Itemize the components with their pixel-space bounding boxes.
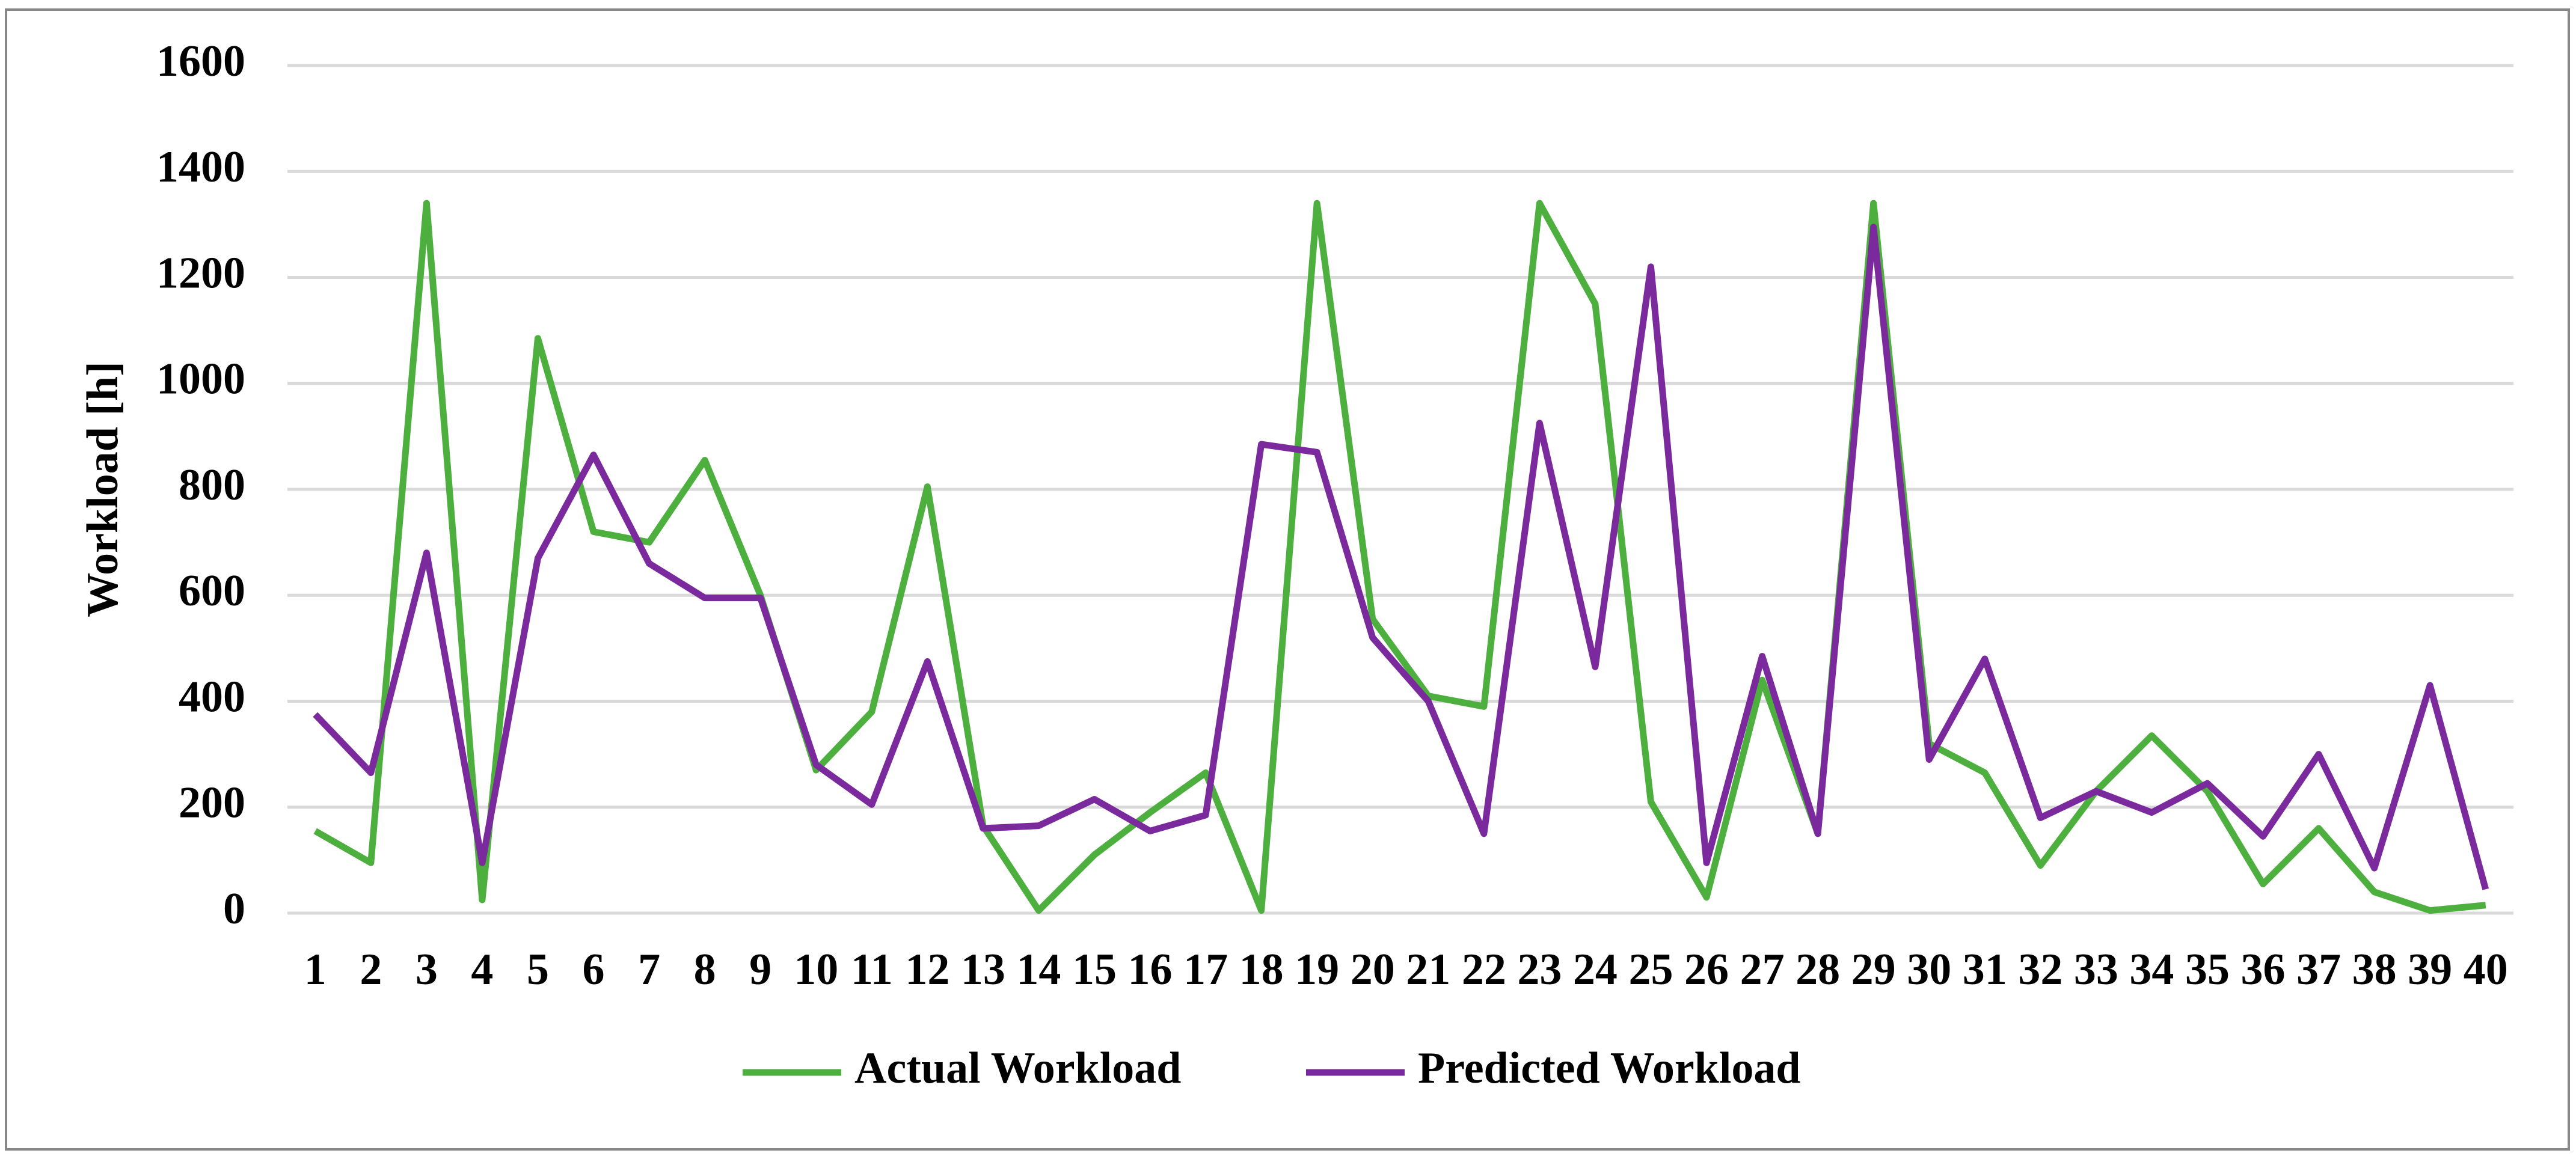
x-tick-label: 27 <box>1740 945 1785 994</box>
data-line <box>313 224 2489 890</box>
y-tick-label: 1400 <box>156 142 245 192</box>
y-tick-label: 1600 <box>156 37 245 86</box>
x-tick-label: 21 <box>1406 945 1450 994</box>
x-tick-label: 34 <box>2129 945 2174 994</box>
x-tick-label: 16 <box>1128 945 1173 994</box>
y-tick-label: 200 <box>179 778 245 828</box>
x-tick-label: 37 <box>2296 945 2341 994</box>
x-tick-label: 9 <box>749 945 771 994</box>
x-tick-label: 35 <box>2185 945 2230 994</box>
x-tick-label: 4 <box>471 945 493 994</box>
y-tick-label: 400 <box>179 672 245 721</box>
x-tick-label: 39 <box>2408 945 2452 994</box>
x-tick-label: 25 <box>1628 945 1673 994</box>
x-tick-label: 2 <box>360 945 382 994</box>
x-tick-label: 19 <box>1295 945 1339 994</box>
x-tick-label: 18 <box>1239 945 1284 994</box>
data-line <box>313 200 2486 914</box>
x-tick-label: 7 <box>638 945 660 994</box>
x-tick-label: 38 <box>2352 945 2397 994</box>
x-tick-label: 8 <box>694 945 716 994</box>
x-tick-label: 6 <box>583 945 605 994</box>
x-tick-label: 15 <box>1072 945 1117 994</box>
x-tick-label: 22 <box>1462 945 1506 994</box>
x-tick-label: 20 <box>1351 945 1395 994</box>
x-tick-label: 28 <box>1796 945 1840 994</box>
x-tick-label: 32 <box>2018 945 2062 994</box>
y-tick-label: 1000 <box>156 355 245 404</box>
x-tick-label: 36 <box>2241 945 2286 994</box>
y-tick-label: 0 <box>223 884 245 934</box>
x-tick-label: 11 <box>851 945 893 994</box>
x-tick-label: 40 <box>2464 945 2508 994</box>
legend-label: Predicted Workload <box>1418 1044 1801 1093</box>
y-tick-label: 1200 <box>156 248 245 298</box>
x-tick-label: 33 <box>2074 945 2118 994</box>
x-tick-label: 23 <box>1517 945 1562 994</box>
x-tick-label: 3 <box>416 945 438 994</box>
y-tick-label: 800 <box>179 460 245 510</box>
x-tick-label: 1 <box>304 945 327 994</box>
x-tick-label: 30 <box>1907 945 1951 994</box>
y-tick-label: 600 <box>179 566 245 616</box>
x-tick-label: 17 <box>1183 945 1228 994</box>
x-tick-label: 5 <box>527 945 549 994</box>
x-tick-label: 26 <box>1684 945 1729 994</box>
x-tick-label: 14 <box>1016 945 1061 994</box>
x-tick-label: 10 <box>794 945 838 994</box>
x-tick-label: 24 <box>1573 945 1618 994</box>
y-axis-label: Workload [h] <box>78 361 127 617</box>
x-tick-label: 13 <box>961 945 1005 994</box>
legend-label: Actual Workload <box>854 1044 1181 1093</box>
x-tick-label: 31 <box>1963 945 2007 994</box>
x-tick-label: 29 <box>1851 945 1896 994</box>
x-tick-label: 12 <box>905 945 949 994</box>
